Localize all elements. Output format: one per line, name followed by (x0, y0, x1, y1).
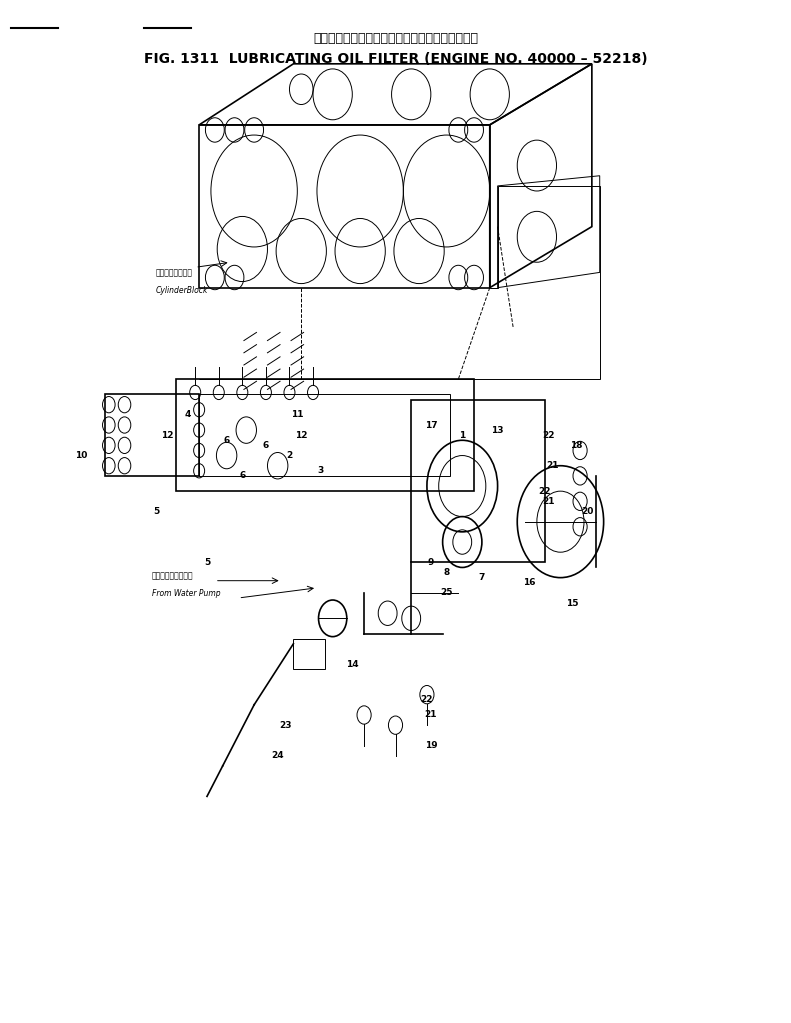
Text: 6: 6 (263, 441, 269, 450)
Text: 23: 23 (279, 720, 292, 729)
Text: 17: 17 (425, 420, 437, 430)
Text: 5: 5 (204, 558, 210, 567)
Text: 12: 12 (295, 431, 308, 440)
Text: 4: 4 (184, 410, 191, 419)
Text: 13: 13 (491, 426, 504, 435)
Text: 16: 16 (523, 578, 536, 587)
Text: 21: 21 (425, 711, 437, 719)
Text: 20: 20 (581, 507, 594, 516)
Text: 7: 7 (479, 573, 485, 582)
Text: 14: 14 (346, 660, 358, 669)
Text: 18: 18 (570, 441, 582, 450)
Text: 10: 10 (75, 451, 88, 460)
Text: FIG. 1311  LUBRICATING OIL FILTER (ENGINE NO. 40000 – 52218): FIG. 1311 LUBRICATING OIL FILTER (ENGINE… (144, 52, 647, 65)
Text: 12: 12 (161, 431, 174, 440)
Text: ウォータポンプから: ウォータポンプから (152, 572, 194, 581)
Text: From Water Pump: From Water Pump (152, 589, 221, 597)
Text: 6: 6 (239, 472, 245, 481)
Text: 22: 22 (421, 696, 433, 704)
Text: 21: 21 (543, 497, 555, 505)
Text: 6: 6 (224, 436, 229, 445)
Text: 11: 11 (291, 410, 304, 419)
Text: 8: 8 (444, 568, 449, 577)
Text: 9: 9 (428, 558, 434, 567)
Text: 2: 2 (286, 451, 293, 460)
Text: 19: 19 (425, 741, 437, 750)
Text: 21: 21 (547, 461, 558, 471)
Text: ルーブリケーティングオイルフィルタ　適用号機: ルーブリケーティングオイルフィルタ 適用号機 (313, 32, 478, 45)
Text: 22: 22 (543, 431, 555, 440)
Text: 22: 22 (539, 487, 551, 496)
Text: 5: 5 (153, 507, 159, 516)
Text: 25: 25 (441, 588, 452, 597)
Text: 1: 1 (459, 431, 465, 440)
Polygon shape (293, 638, 325, 669)
Text: 3: 3 (318, 466, 324, 476)
Text: 24: 24 (271, 751, 284, 760)
Text: シリンダブロック: シリンダブロック (156, 268, 193, 277)
Text: 15: 15 (566, 598, 578, 608)
Text: CylinderBlock: CylinderBlock (156, 285, 208, 295)
